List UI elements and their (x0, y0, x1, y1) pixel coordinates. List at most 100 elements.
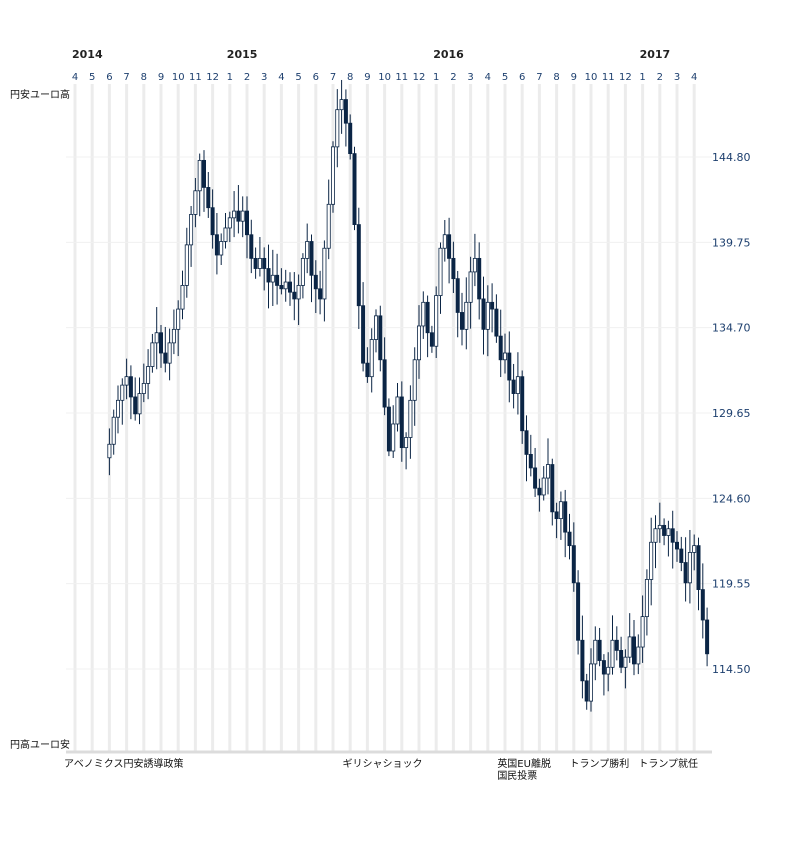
candle-body (481, 298, 486, 330)
candle-body (253, 257, 258, 269)
candle-body (580, 639, 585, 682)
y-tick-label: 119.55 (712, 578, 751, 591)
candle-body (623, 656, 628, 668)
candle-body (266, 268, 271, 283)
candle-body (300, 257, 305, 286)
candle-body (146, 366, 151, 384)
candle-body (283, 281, 288, 290)
candle-body (412, 359, 417, 401)
candle-body (610, 639, 615, 668)
candle-body (687, 552, 692, 584)
candle-body (498, 335, 503, 361)
candle-body (524, 430, 529, 455)
annotation-label: トランプ勝利 (570, 757, 630, 770)
candle-body (614, 639, 619, 651)
month-band (348, 84, 352, 752)
candle-body (550, 464, 555, 513)
month-band (211, 84, 215, 752)
month-label: 1 (227, 72, 233, 83)
candle-body (270, 274, 275, 283)
candle-body (537, 487, 542, 496)
candle-body (563, 501, 568, 533)
candle-body (653, 528, 658, 543)
month-label: 5 (89, 72, 95, 83)
annotation-label: トランプ就任 (638, 757, 698, 770)
candle-body (171, 328, 176, 344)
month-band (107, 84, 111, 752)
month-label: 2 (450, 72, 456, 83)
candle-body (589, 663, 594, 702)
month-band (641, 84, 645, 752)
month-band (486, 84, 490, 752)
candle-body (705, 619, 710, 655)
candle-body (116, 399, 121, 418)
month-band (383, 84, 387, 752)
candle-body (292, 291, 297, 300)
candle-body (107, 443, 112, 459)
month-label: 3 (467, 72, 473, 83)
month-label: 4 (278, 72, 284, 83)
candle-body (167, 342, 172, 364)
candle-body (201, 159, 206, 188)
candle-body (399, 396, 404, 449)
candle-body (348, 122, 353, 155)
candle-body (584, 680, 589, 702)
candle-body (632, 636, 637, 665)
candle-body (244, 210, 249, 236)
candle-body (206, 187, 211, 209)
candle-body (279, 285, 284, 290)
candle-body (296, 285, 301, 300)
month-band (417, 84, 421, 752)
candle-body (137, 393, 142, 415)
month-label: 8 (141, 72, 147, 83)
candle-body (644, 579, 649, 618)
candle-body (485, 301, 490, 330)
month-label: 2 (657, 72, 663, 83)
candle-body (373, 315, 378, 340)
candle-body (176, 308, 181, 330)
candle-body (507, 352, 512, 381)
month-label: 11 (395, 72, 408, 83)
candle-body (494, 308, 499, 337)
month-label: 4 (72, 72, 78, 83)
candle-body (541, 477, 546, 496)
month-band (503, 84, 507, 752)
month-band (537, 84, 541, 752)
candle-body (343, 99, 348, 124)
candle-body (352, 153, 357, 225)
month-band (228, 84, 232, 752)
month-band (245, 84, 249, 752)
month-label: 9 (364, 72, 370, 83)
candle-body (240, 210, 245, 222)
month-label: 12 (206, 72, 219, 83)
candle-body (459, 312, 464, 330)
candle-body (567, 531, 572, 547)
candle-body (546, 464, 551, 479)
candle-body (257, 257, 262, 269)
candle-body (636, 646, 641, 665)
y-tick-label: 134.70 (712, 322, 751, 335)
month-band (572, 84, 576, 752)
candle-body (193, 190, 198, 215)
month-label: 6 (106, 72, 112, 83)
month-label: 8 (553, 72, 559, 83)
candle-body (124, 376, 129, 386)
month-label: 11 (189, 72, 202, 83)
month-band (314, 84, 318, 752)
candle-body (640, 616, 645, 648)
candle-body (141, 383, 146, 394)
candle-body (382, 359, 387, 408)
candle-body (670, 528, 675, 543)
candle-body (318, 288, 323, 300)
candle-body (232, 210, 237, 219)
candle-body (262, 257, 267, 269)
candle-body (662, 524, 667, 536)
candle-body (227, 217, 232, 229)
candle-body (154, 332, 159, 344)
month-label: 4 (485, 72, 491, 83)
month-bands (66, 84, 712, 754)
month-label: 9 (158, 72, 164, 83)
candle-body (468, 271, 473, 303)
candle-body (434, 295, 439, 347)
month-label: 7 (536, 72, 542, 83)
